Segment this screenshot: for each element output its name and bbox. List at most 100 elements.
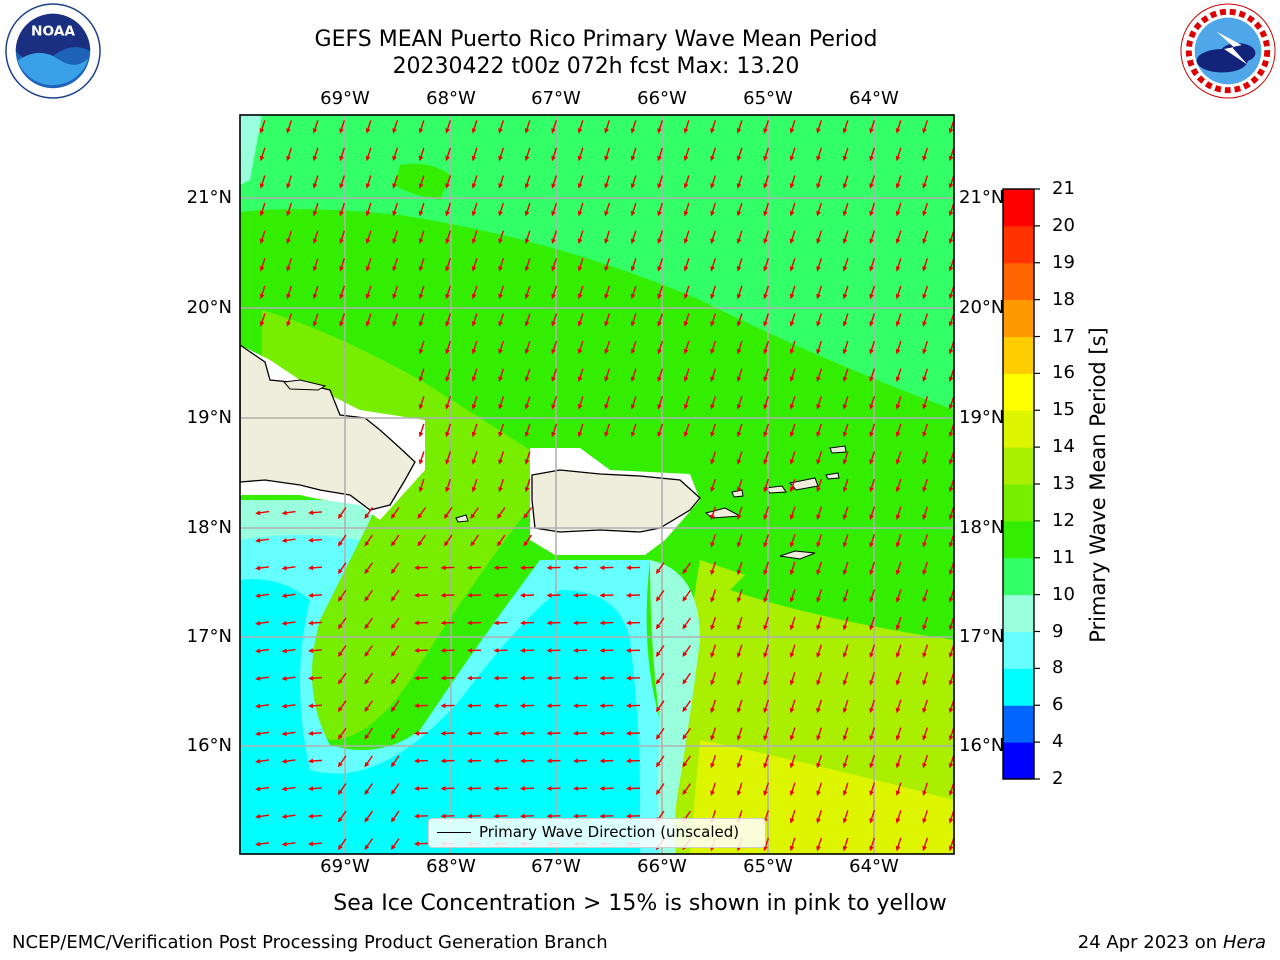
wave-arrow-head [736, 293, 742, 300]
wave-arrow-head [414, 813, 420, 819]
wave-arrow-head [869, 818, 874, 824]
wave-arrow-head [573, 813, 579, 819]
colorbar-segment [1003, 557, 1034, 596]
lon-tick-top: 67°W [531, 88, 581, 109]
wave-arrow-head [816, 542, 821, 548]
wave-arrow-head [948, 542, 954, 548]
wave-arrow-head [922, 238, 927, 245]
wave-arrow-head [816, 569, 821, 576]
wave-arrow-head [948, 845, 954, 852]
wave-arrow-head [339, 210, 344, 217]
wave-arrow-head [498, 486, 503, 493]
wave-arrow-head [604, 128, 609, 134]
colorbar-tick-label: 10 [1052, 583, 1075, 605]
wave-arrow-head [922, 293, 927, 300]
wave-arrow-head [789, 624, 795, 631]
wave-arrow-head [390, 568, 396, 575]
wave-arrow-head [842, 597, 848, 603]
wave-arrow-head [842, 790, 848, 797]
wave-arrow-head [445, 238, 450, 245]
wave-arrow-head [948, 707, 954, 714]
colorbar-tick-label: 8 [1052, 657, 1064, 679]
wave-arrow-head [467, 703, 473, 709]
wave-arrow-head [948, 818, 954, 824]
wave-arrow-head [842, 459, 848, 465]
wave-arrow-head [312, 210, 318, 217]
wave-arrow-head [682, 568, 688, 575]
wave-arrow-head [789, 707, 795, 714]
wave-arrow-head [417, 541, 423, 547]
wave-arrow-head [736, 762, 742, 769]
wave-arrow-head [869, 210, 874, 217]
wave-arrow-head [922, 762, 927, 769]
wave-arrow-head [471, 238, 477, 245]
wave-arrow-head [498, 404, 503, 410]
lat-tick-right: 21°N [959, 187, 1005, 208]
wave-arrow-head [789, 845, 795, 852]
colorbar-segment [1003, 336, 1034, 374]
colorbar-segment [1003, 668, 1034, 706]
wave-arrow-head [763, 597, 768, 603]
wave-arrow-head [683, 183, 689, 189]
wave-arrow-head [365, 266, 371, 272]
wave-arrow-head [417, 513, 423, 519]
wave-arrow-head [392, 238, 397, 245]
wave-arrow-head [789, 431, 795, 438]
lat-tick-left: 20°N [186, 297, 232, 318]
wave-arrow-head [445, 128, 450, 134]
lon-tick-top: 68°W [426, 88, 476, 109]
wave-arrow-head [655, 568, 661, 575]
wave-arrow-head [948, 404, 954, 410]
wave-arrow-head [710, 707, 715, 714]
wave-arrow-head [763, 735, 768, 741]
wave-arrow-head [922, 348, 927, 355]
wave-arrow-head [493, 565, 499, 571]
wave-arrow-head [710, 210, 715, 217]
wave-arrow-head [546, 758, 552, 764]
wave-arrow-head [308, 758, 314, 764]
wave-arrow-head [895, 845, 901, 852]
wave-arrow-head [471, 183, 477, 189]
wave-arrow-head [626, 592, 632, 598]
wave-arrow-head [259, 238, 265, 245]
wave-arrow-head [816, 348, 821, 355]
wave-arrow-head [895, 155, 901, 162]
wave-arrow-head [604, 404, 609, 410]
wave-arrow-head [498, 128, 503, 134]
wave-arrow-head [312, 155, 318, 162]
wave-arrow-head [895, 624, 901, 631]
wave-arrow-head [736, 624, 742, 631]
wave-arrow-head [630, 266, 636, 272]
wave-arrow-head [922, 321, 927, 327]
wave-arrow-head [604, 155, 609, 162]
wave-arrow-head [339, 238, 344, 245]
wave-arrow-head [524, 348, 530, 355]
wave-arrow-head [710, 624, 715, 631]
wave-arrow-head [390, 596, 396, 602]
colorbar [1003, 188, 1040, 780]
colorbar-tick-label: 6 [1052, 694, 1064, 716]
wave-arrow-head [286, 155, 291, 162]
wave-arrow-head [445, 293, 450, 300]
wave-arrow-head [498, 155, 503, 162]
wave-arrow-head [337, 706, 343, 713]
wave-arrow-head [520, 786, 526, 791]
wave-arrow-head [683, 210, 689, 217]
wave-arrow-head [789, 597, 795, 603]
svg-text:NOAA: NOAA [31, 23, 75, 39]
wave-arrow-head [467, 730, 473, 736]
wave-arrow-head [710, 293, 715, 300]
wave-arrow-head [869, 128, 874, 134]
wave-arrow-head [599, 648, 605, 653]
colorbar-tick-label: 16 [1052, 362, 1075, 384]
wave-arrow-head [657, 404, 662, 410]
wave-arrow-head [471, 376, 477, 383]
lon-tick-top: 65°W [743, 88, 793, 109]
wave-arrow-head [414, 786, 420, 791]
wave-arrow-head [710, 321, 715, 327]
wave-arrow-head [551, 183, 556, 189]
wave-arrow-head [763, 128, 768, 134]
wave-arrow-head [789, 183, 795, 189]
wave-arrow-head [710, 597, 715, 603]
